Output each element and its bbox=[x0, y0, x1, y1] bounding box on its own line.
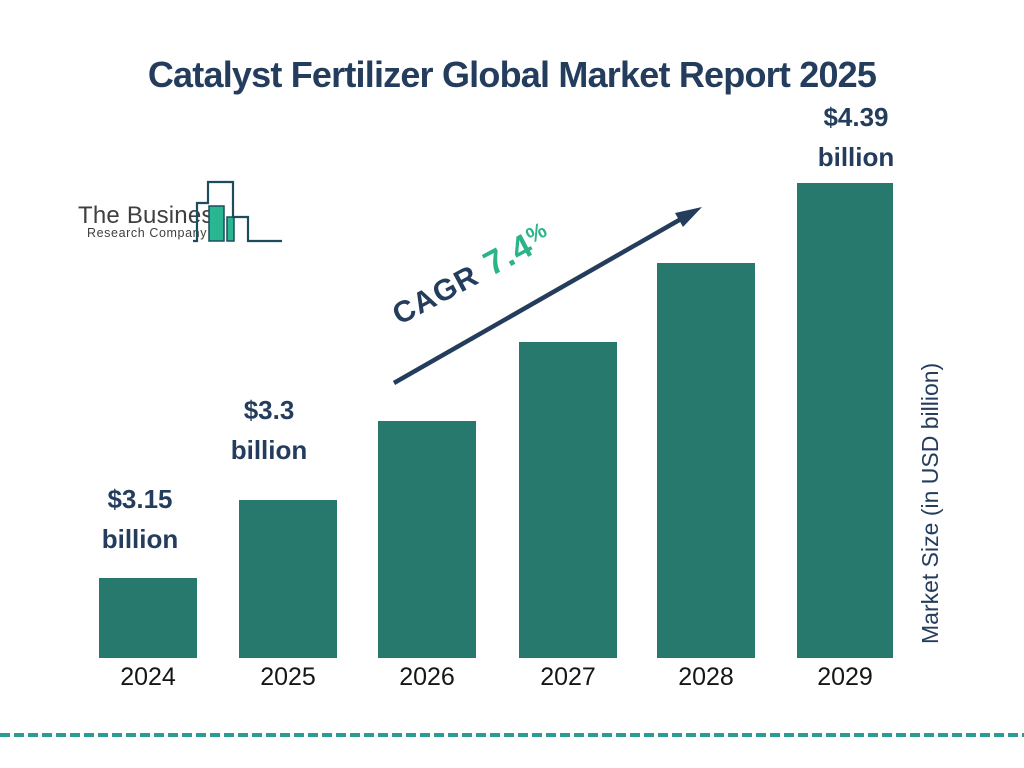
x-axis-label-2027: 2027 bbox=[540, 663, 596, 691]
page-title: Catalyst Fertilizer Global Market Report… bbox=[147, 54, 877, 96]
bar-2029 bbox=[797, 183, 893, 658]
bottom-dashed-line bbox=[0, 733, 1024, 737]
value-label-2025: $3.3 billion bbox=[193, 390, 345, 470]
value-label-2029-unit: billion bbox=[817, 142, 895, 172]
bar-2027 bbox=[519, 342, 617, 658]
value-label-2029: $4.39 billion bbox=[780, 97, 932, 177]
bar-2028 bbox=[657, 263, 755, 658]
value-label-2024-amount: $3.15 bbox=[107, 484, 173, 514]
y-axis-title: Market Size (in USD billion) bbox=[917, 362, 943, 644]
x-axis-label-2029: 2029 bbox=[817, 663, 873, 691]
x-axis-label-2024: 2024 bbox=[120, 663, 176, 691]
value-label-2029-amount: $4.39 bbox=[823, 102, 889, 132]
value-label-2025-unit: billion bbox=[230, 435, 308, 465]
logo-text-line1: The Business bbox=[78, 202, 226, 229]
x-axis-label-2028: 2028 bbox=[678, 663, 734, 691]
company-logo: The Business Research Company bbox=[75, 176, 285, 246]
value-label-2025-amount: $3.3 bbox=[243, 395, 295, 425]
bar-2026 bbox=[378, 421, 476, 658]
x-axis-label-2026: 2026 bbox=[399, 663, 455, 691]
x-axis-label-2025: 2025 bbox=[260, 663, 316, 691]
logo-bars-icon bbox=[193, 180, 282, 243]
value-label-2024: $3.15 billion bbox=[64, 479, 216, 559]
logo-text-line2: Research Company bbox=[87, 226, 208, 240]
bar-2025 bbox=[239, 500, 337, 658]
bar-2024 bbox=[99, 578, 197, 658]
value-label-2024-unit: billion bbox=[101, 524, 179, 554]
